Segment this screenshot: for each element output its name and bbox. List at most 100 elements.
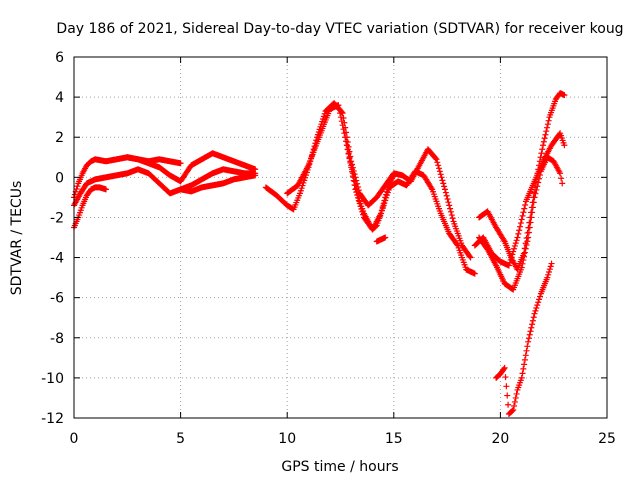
data-point (514, 234, 521, 241)
data-point (536, 293, 543, 300)
data-point (435, 165, 442, 172)
data-point (509, 251, 516, 258)
data-point (544, 124, 551, 131)
tick-layer: 0 5 10 15 20 25 -12 -10 -8 -6 -4 -2 0 2 4 6 (41, 50, 616, 447)
data-point (447, 205, 454, 212)
data-series-trace-13 (493, 260, 555, 417)
data-point (533, 304, 540, 311)
data-point (515, 230, 522, 237)
data-point (528, 209, 535, 216)
data-point (503, 383, 510, 390)
data-point (517, 223, 524, 230)
data-point (453, 241, 460, 248)
data-point (539, 146, 546, 153)
data-point (381, 197, 388, 204)
data-point (544, 121, 551, 128)
data-point (535, 299, 542, 306)
data-point (521, 205, 528, 212)
data-point (337, 110, 344, 117)
data-point (385, 183, 392, 190)
data-point (521, 245, 528, 252)
data-point (511, 242, 518, 249)
data-point (513, 390, 520, 397)
data-point (544, 274, 551, 281)
data-point (390, 172, 397, 179)
data-point (530, 314, 537, 321)
data-point (523, 347, 530, 354)
data-point (529, 199, 536, 206)
data-point (348, 162, 355, 169)
data-point (532, 190, 539, 197)
x-tick-label: 10 (278, 431, 296, 447)
data-point (519, 370, 526, 377)
x-tick-label: 0 (70, 431, 79, 447)
data-point (520, 209, 527, 216)
data-point (177, 160, 184, 167)
data-point (526, 331, 533, 338)
data-point (355, 195, 362, 202)
data-point (252, 172, 259, 179)
data-point (73, 185, 80, 192)
y-tick-label: 2 (55, 130, 64, 146)
data-point (518, 216, 525, 223)
data-point (508, 254, 515, 261)
data-point (511, 398, 518, 405)
data-point (440, 180, 447, 187)
data-point (530, 194, 537, 201)
data-point (344, 146, 351, 153)
data-point (252, 166, 259, 173)
data-point (353, 185, 360, 192)
data-point (524, 343, 531, 350)
y-tick-label: -10 (41, 371, 64, 387)
data-point (536, 296, 543, 303)
marker-layer (71, 90, 568, 417)
data-point (525, 224, 532, 231)
data-point (507, 256, 514, 263)
y-tick-label: -4 (50, 251, 64, 267)
grid-layer (74, 57, 607, 418)
data-point (511, 402, 518, 409)
data-point (534, 302, 541, 309)
data-point (501, 364, 508, 371)
data-point (384, 185, 391, 192)
data-point (378, 210, 385, 217)
x-tick-label: 5 (176, 431, 185, 447)
data-point (383, 188, 390, 195)
data-point (531, 310, 538, 317)
data-point (561, 92, 568, 99)
data-point (510, 406, 517, 413)
data-point (532, 307, 539, 314)
data-point (524, 229, 531, 236)
data-point (74, 183, 81, 190)
data-point (343, 138, 350, 145)
data-point (383, 191, 390, 198)
data-point (441, 186, 448, 193)
data-point (513, 237, 520, 244)
data-point (351, 178, 358, 185)
data-point (561, 142, 568, 149)
data-point (471, 270, 478, 277)
y-tick-label: 0 (55, 170, 64, 186)
data-point (349, 170, 356, 177)
data-point (346, 154, 353, 161)
data-point (521, 356, 528, 363)
data-point (436, 168, 443, 175)
data-point (349, 166, 356, 173)
data-point (557, 170, 564, 177)
data-point (298, 185, 305, 192)
data-point (441, 183, 448, 190)
data-point (444, 195, 451, 202)
data-point (545, 271, 552, 278)
data-point (336, 106, 343, 113)
y-tick-label: -6 (50, 291, 64, 307)
data-point (437, 171, 444, 178)
data-point (528, 324, 535, 331)
data-point (537, 154, 544, 161)
data-point (542, 131, 549, 138)
data-point (445, 199, 452, 206)
data-point (546, 268, 553, 275)
data-point (517, 220, 524, 227)
data-point (341, 130, 348, 137)
